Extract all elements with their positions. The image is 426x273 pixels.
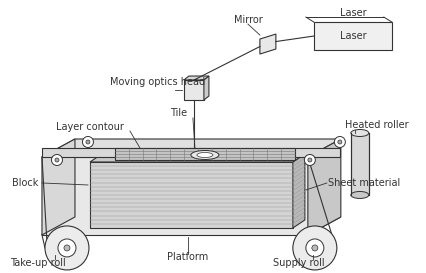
Circle shape <box>83 136 93 147</box>
Text: Mirror: Mirror <box>233 15 262 25</box>
Text: Sheet material: Sheet material <box>328 178 400 188</box>
Polygon shape <box>260 34 276 54</box>
Circle shape <box>293 226 337 270</box>
Polygon shape <box>42 217 341 235</box>
Text: Block: Block <box>12 178 38 188</box>
Ellipse shape <box>197 153 213 158</box>
Circle shape <box>52 155 63 165</box>
Polygon shape <box>42 157 308 235</box>
Text: Laser: Laser <box>340 8 366 18</box>
Polygon shape <box>42 148 340 157</box>
Circle shape <box>312 245 318 251</box>
Circle shape <box>306 239 324 257</box>
Polygon shape <box>115 148 295 160</box>
Text: Moving optics head: Moving optics head <box>110 77 205 87</box>
Ellipse shape <box>351 191 369 198</box>
Text: Heated roller: Heated roller <box>345 120 409 130</box>
Circle shape <box>308 158 312 162</box>
Circle shape <box>58 239 76 257</box>
Polygon shape <box>314 22 392 50</box>
Text: Laser: Laser <box>340 31 366 41</box>
Polygon shape <box>42 139 75 235</box>
Polygon shape <box>90 162 293 228</box>
Text: Supply roll: Supply roll <box>273 258 325 268</box>
Polygon shape <box>184 76 209 80</box>
Polygon shape <box>184 80 204 100</box>
Polygon shape <box>308 139 341 235</box>
Polygon shape <box>204 76 209 100</box>
Circle shape <box>338 140 342 144</box>
Polygon shape <box>42 139 341 157</box>
Text: Tile: Tile <box>170 108 187 118</box>
Polygon shape <box>351 133 369 195</box>
Text: Take-up roll: Take-up roll <box>10 258 66 268</box>
Circle shape <box>86 140 90 144</box>
Ellipse shape <box>351 129 369 136</box>
Text: Layer contour: Layer contour <box>56 122 124 132</box>
Circle shape <box>334 136 345 147</box>
Polygon shape <box>293 154 305 228</box>
Circle shape <box>64 245 70 251</box>
Circle shape <box>304 155 315 165</box>
Circle shape <box>45 226 89 270</box>
Circle shape <box>55 158 59 162</box>
Polygon shape <box>90 154 305 162</box>
Text: Platform: Platform <box>167 252 209 262</box>
Ellipse shape <box>191 150 219 159</box>
